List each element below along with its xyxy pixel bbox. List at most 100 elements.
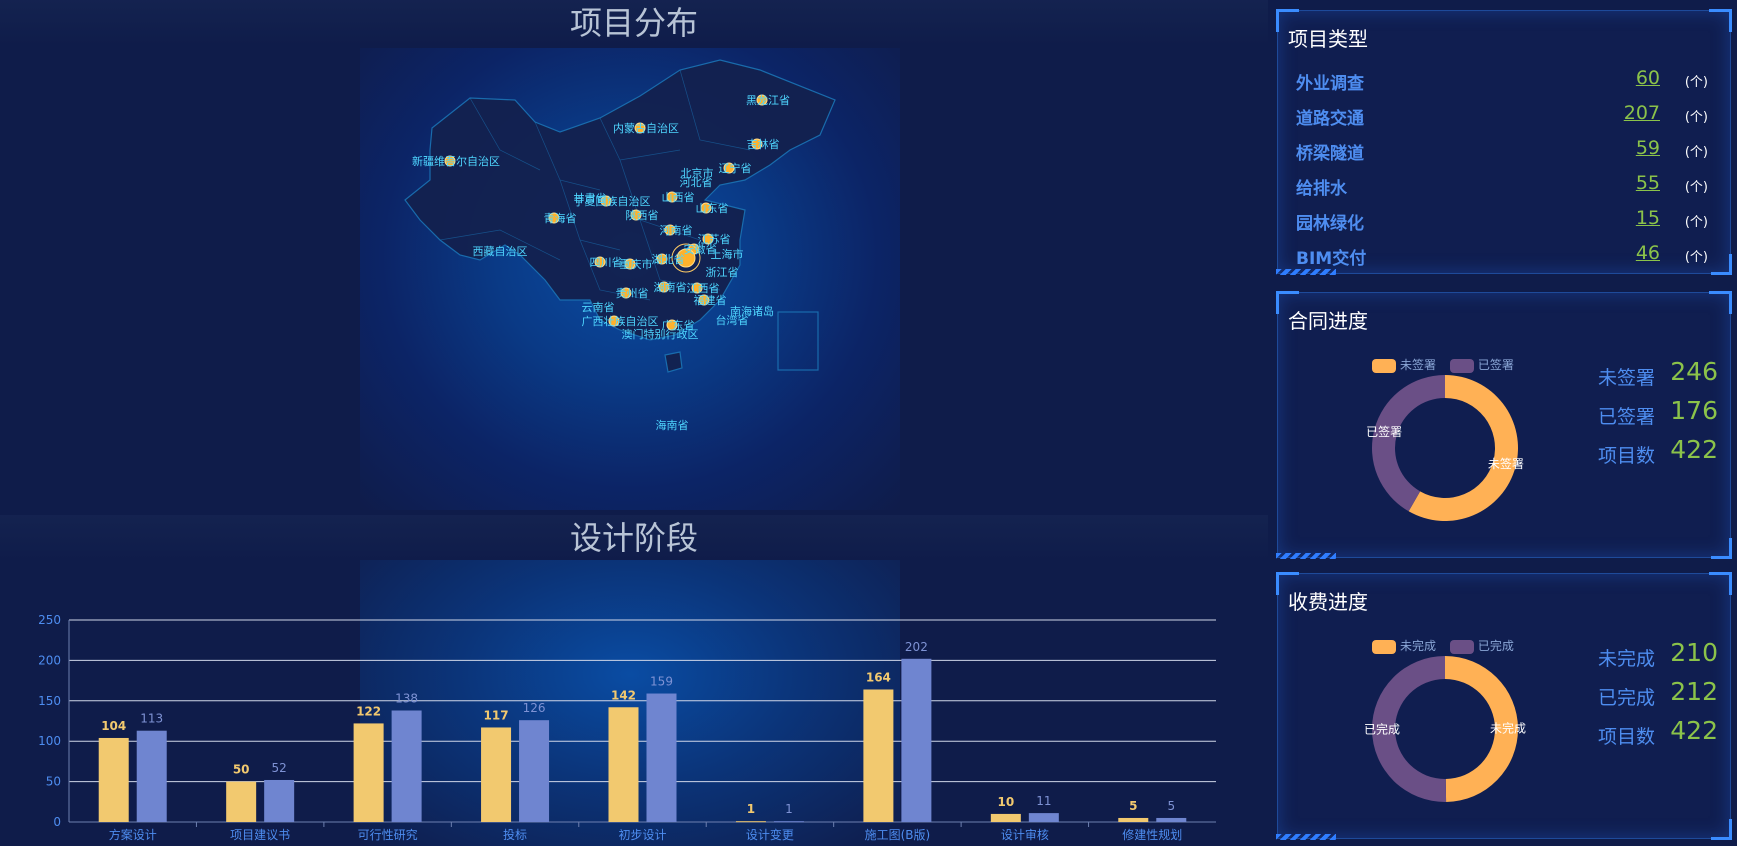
map-province-label: 贵州省 bbox=[616, 287, 649, 300]
bar[interactable] bbox=[519, 720, 550, 822]
panel-corner bbox=[1276, 269, 1336, 275]
bar[interactable] bbox=[990, 813, 1021, 822]
project-type-name: 道路交通 bbox=[1296, 109, 1364, 129]
y-tick-label: 150 bbox=[38, 694, 61, 708]
map-point[interactable] bbox=[723, 162, 735, 174]
project-type-count-link[interactable]: 59 bbox=[1635, 137, 1660, 159]
project-type-row[interactable]: 桥梁隧道 59 (个) bbox=[1296, 135, 1710, 165]
project-type-count-link[interactable]: 207 bbox=[1623, 102, 1660, 124]
bar-value-label: 202 bbox=[905, 640, 928, 654]
project-type-row[interactable]: 园林绿化 15 (个) bbox=[1296, 205, 1710, 235]
x-tick-label: 初步设计 bbox=[618, 828, 666, 842]
map-point[interactable] bbox=[664, 224, 676, 236]
map-point[interactable] bbox=[608, 315, 620, 327]
map-point[interactable] bbox=[620, 287, 632, 299]
map-province-label: 内蒙古自治区 bbox=[613, 121, 679, 135]
bar[interactable] bbox=[608, 707, 639, 822]
map-province-label: 广西壮族自治区 bbox=[582, 314, 659, 328]
stat-label: 项目数 bbox=[1598, 726, 1656, 748]
bar[interactable] bbox=[646, 693, 677, 822]
panel-corner bbox=[1276, 572, 1299, 595]
bar[interactable] bbox=[773, 821, 804, 823]
donut-slice[interactable] bbox=[1372, 656, 1447, 802]
stat-value: 176 bbox=[1670, 396, 1718, 425]
map-point[interactable] bbox=[600, 195, 612, 207]
legend-swatch bbox=[1372, 639, 1396, 654]
legend-item-signed[interactable]: 已签署 bbox=[1449, 356, 1514, 373]
map-point[interactable] bbox=[702, 233, 714, 245]
bar[interactable] bbox=[226, 781, 257, 822]
bar-value-label: 5 bbox=[1129, 799, 1137, 813]
map-point[interactable] bbox=[751, 138, 763, 150]
project-type-row[interactable]: 外业调查 60 (个) bbox=[1296, 65, 1710, 95]
map-point[interactable] bbox=[630, 209, 642, 221]
legend-item-complete[interactable]: 已完成 bbox=[1449, 637, 1514, 654]
map-point[interactable] bbox=[698, 294, 710, 306]
donut-slice-label: 未签署 bbox=[1488, 456, 1524, 471]
bar[interactable] bbox=[1156, 817, 1187, 822]
bar[interactable] bbox=[391, 710, 422, 822]
bar[interactable] bbox=[901, 658, 932, 822]
bar-value-label: 159 bbox=[650, 675, 673, 689]
map-point[interactable] bbox=[634, 122, 646, 134]
project-type-row[interactable]: BIM交付 46 (个) bbox=[1296, 240, 1710, 270]
map-point[interactable] bbox=[691, 282, 703, 294]
map-point-highlight[interactable] bbox=[676, 248, 696, 268]
bar[interactable] bbox=[136, 730, 167, 822]
stat-label: 已完成 bbox=[1598, 687, 1656, 709]
project-type-count-link[interactable]: 15 bbox=[1635, 207, 1660, 229]
bar[interactable] bbox=[1118, 817, 1149, 822]
map-province-label: 北京市 bbox=[681, 166, 714, 180]
map-point[interactable] bbox=[756, 94, 768, 106]
bar[interactable] bbox=[353, 723, 384, 822]
map-point[interactable] bbox=[656, 253, 668, 265]
map-point[interactable] bbox=[666, 191, 678, 203]
bar-value-label: 142 bbox=[611, 688, 636, 702]
stat-value: 246 bbox=[1670, 357, 1718, 386]
bar[interactable] bbox=[98, 737, 129, 822]
bar[interactable] bbox=[1028, 813, 1059, 822]
map-point[interactable] bbox=[548, 212, 560, 224]
project-type-count-link[interactable]: 60 bbox=[1635, 67, 1660, 89]
map-point[interactable] bbox=[624, 258, 636, 270]
bar[interactable] bbox=[264, 779, 295, 822]
bar[interactable] bbox=[481, 727, 512, 822]
bar-value-label: 164 bbox=[866, 670, 891, 684]
map-province-label: 河南省 bbox=[660, 224, 693, 237]
donut-slice[interactable] bbox=[1372, 375, 1445, 512]
project-type-count-link[interactable]: 46 bbox=[1635, 242, 1660, 264]
donut-slice[interactable] bbox=[1408, 375, 1518, 521]
legend-item-unsigned[interactable]: 未签署 bbox=[1372, 356, 1436, 373]
project-type-row[interactable]: 给排水 55 (个) bbox=[1296, 170, 1710, 200]
map-province-label: 辽宁省 bbox=[719, 161, 752, 175]
panel-corner bbox=[1276, 9, 1299, 32]
map-province-label: 湖南省 bbox=[654, 281, 687, 294]
design-stage-bar-chart[interactable]: 0 50 100 150 200 250 方案设计 104 113 项目建议书 50 52 可行性研究 1… bbox=[0, 0, 1268, 846]
donut-slice-label: 未完成 bbox=[1490, 721, 1526, 736]
bar[interactable] bbox=[863, 689, 894, 822]
contract-title: 合同进度 bbox=[1288, 309, 1368, 333]
map-province-label: 云南省 bbox=[582, 301, 615, 314]
map-point[interactable] bbox=[666, 319, 678, 331]
project-type-row[interactable]: 道路交通 207 (个) bbox=[1296, 100, 1710, 130]
fee-panel: 收费进度 未完成 已完成 未完成 已完成 未完成 210 已完成 212 项目数 … bbox=[1276, 572, 1732, 840]
donut-slice[interactable] bbox=[1445, 656, 1518, 802]
legend-item-incomplete[interactable]: 未完成 bbox=[1372, 637, 1436, 654]
project-type-count-link[interactable]: 55 bbox=[1635, 172, 1660, 194]
project-types-title: 项目类型 bbox=[1288, 27, 1368, 51]
stat-row: 项目数 422 bbox=[1598, 716, 1718, 750]
map-point[interactable] bbox=[658, 281, 670, 293]
x-tick-label: 施工图(B版) bbox=[865, 828, 931, 842]
map-point[interactable] bbox=[700, 202, 712, 214]
map-point-ring bbox=[671, 243, 701, 273]
bar-value-label: 52 bbox=[272, 761, 287, 775]
map-point[interactable] bbox=[594, 256, 606, 268]
bar[interactable] bbox=[735, 821, 766, 823]
map-point[interactable] bbox=[444, 155, 456, 167]
stat-row: 未完成 210 bbox=[1598, 638, 1718, 672]
panel-corner bbox=[1711, 538, 1732, 559]
stat-label: 项目数 bbox=[1598, 445, 1656, 467]
